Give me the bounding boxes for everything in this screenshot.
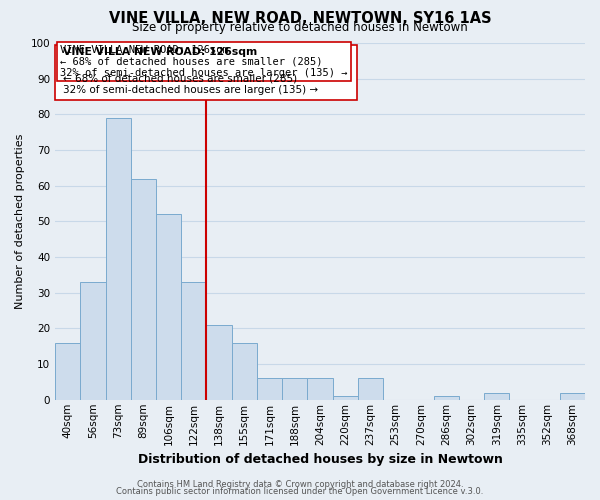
X-axis label: Distribution of detached houses by size in Newtown: Distribution of detached houses by size … xyxy=(137,453,502,466)
Text: VINE VILLA NEW ROAD: 126sqm: VINE VILLA NEW ROAD: 126sqm xyxy=(63,46,257,56)
Bar xyxy=(80,282,106,400)
Y-axis label: Number of detached properties: Number of detached properties xyxy=(15,134,25,309)
Bar xyxy=(106,118,131,400)
FancyBboxPatch shape xyxy=(55,45,357,100)
Bar xyxy=(332,396,358,400)
Text: ← 68% of detached houses are smaller (285)
32% of semi-detached houses are large: ← 68% of detached houses are smaller (28… xyxy=(63,74,318,95)
Text: Contains HM Land Registry data © Crown copyright and database right 2024.: Contains HM Land Registry data © Crown c… xyxy=(137,480,463,489)
Text: Contains public sector information licensed under the Open Government Licence v.: Contains public sector information licen… xyxy=(116,488,484,496)
Bar xyxy=(156,214,181,400)
Bar xyxy=(307,378,332,400)
Bar xyxy=(181,282,206,400)
Bar xyxy=(358,378,383,400)
Bar xyxy=(257,378,282,400)
Bar xyxy=(55,342,80,400)
Bar xyxy=(560,392,585,400)
Text: Size of property relative to detached houses in Newtown: Size of property relative to detached ho… xyxy=(132,21,468,34)
Bar xyxy=(232,342,257,400)
Text: VINE VILLA, NEW ROAD, NEWTOWN, SY16 1AS: VINE VILLA, NEW ROAD, NEWTOWN, SY16 1AS xyxy=(109,11,491,26)
Bar xyxy=(282,378,307,400)
Bar xyxy=(434,396,459,400)
Text: VINE VILLA NEW ROAD: 126sqm
← 68% of detached houses are smaller (285)
32% of se: VINE VILLA NEW ROAD: 126sqm ← 68% of det… xyxy=(61,45,348,78)
Bar xyxy=(206,325,232,400)
Bar xyxy=(131,178,156,400)
Bar xyxy=(484,392,509,400)
